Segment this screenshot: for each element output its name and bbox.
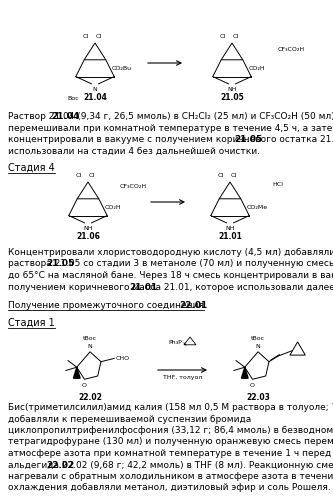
- Text: 21.01: 21.01: [129, 282, 158, 291]
- Text: 21.05: 21.05: [234, 135, 263, 144]
- Text: Стадия 1: Стадия 1: [8, 318, 55, 328]
- Text: Cl: Cl: [89, 173, 95, 178]
- Polygon shape: [241, 367, 248, 378]
- Text: охлаждения добавляли метанол, диэтиловый эфир и соль Рошеля.: охлаждения добавляли метанол, диэтиловый…: [8, 484, 331, 493]
- Text: раствора 21.05 со стадии 3 в метаноле (70 мл) и полученную смесь нагревали: раствора 21.05 со стадии 3 в метаноле (7…: [8, 259, 333, 268]
- Text: циклопропилтрифенилфосфония (33,12 г; 86,4 ммоль) в безводном: циклопропилтрифенилфосфония (33,12 г; 86…: [8, 426, 333, 435]
- Text: нагревали с обратным холодильником в атмосфере азота в течение 2 ч. После: нагревали с обратным холодильником в атм…: [8, 472, 333, 481]
- Text: Cl: Cl: [219, 34, 225, 39]
- Text: CO₂Bu: CO₂Bu: [112, 66, 132, 71]
- Text: CHO: CHO: [115, 356, 130, 361]
- Text: 21.04: 21.04: [83, 93, 107, 102]
- Text: tBoc: tBoc: [83, 336, 97, 341]
- Text: N: N: [93, 87, 97, 92]
- Text: 22.02: 22.02: [78, 393, 102, 402]
- Text: до 65°C на масляной бане. Через 18 ч смесь концентрировали в вакууме с: до 65°C на масляной бане. Через 18 ч сме…: [8, 271, 333, 280]
- Text: THF, толуол: THF, толуол: [163, 375, 202, 380]
- Text: атмосфере азота при комнатной температуре в течение 1 ч перед добавлением: атмосфере азота при комнатной температур…: [8, 449, 333, 458]
- Text: Концентрировали хлористоводородную кислоту (4,5 мл) добавляли к остатку: Концентрировали хлористоводородную кисло…: [8, 248, 333, 257]
- Text: 21.01: 21.01: [218, 232, 242, 241]
- Text: 21.04: 21.04: [51, 112, 80, 121]
- Text: 22.03: 22.03: [246, 393, 270, 402]
- Text: Cl: Cl: [232, 34, 239, 39]
- Text: Получение промежуточного соединения: Получение промежуточного соединения: [8, 301, 207, 310]
- Polygon shape: [74, 367, 80, 378]
- Text: NH: NH: [227, 87, 237, 92]
- Text: NH: NH: [83, 227, 93, 232]
- Text: NH: NH: [225, 227, 235, 232]
- Text: добавляли к перемешиваемой суспензии бромида: добавляли к перемешиваемой суспензии бро…: [8, 415, 251, 424]
- Text: CF₃CO₂H: CF₃CO₂H: [120, 184, 147, 189]
- Text: HCl: HCl: [272, 182, 283, 187]
- Text: Cl: Cl: [75, 173, 81, 178]
- Text: Cl: Cl: [96, 34, 102, 39]
- Text: N: N: [256, 343, 260, 348]
- Text: CO₂H: CO₂H: [249, 66, 265, 71]
- Text: Cl: Cl: [82, 34, 88, 39]
- Text: перемешивали при комнатной температуре в течение 4,5 ч, а затем его: перемешивали при комнатной температуре в…: [8, 123, 333, 133]
- Text: Раствор 21.04 (9,34 г, 26,5 ммоль) в CH₂Cl₂ (25 мл) и CF₃CO₂H (50 мл): Раствор 21.04 (9,34 г, 26,5 ммоль) в CH₂…: [8, 112, 333, 121]
- Text: тетрагидрофуране (130 мл) и полученную оранжевую смесь перемешивали в: тетрагидрофуране (130 мл) и полученную о…: [8, 438, 333, 447]
- Text: O: O: [82, 383, 87, 388]
- Text: Cl: Cl: [230, 173, 237, 178]
- Text: Boc: Boc: [68, 96, 79, 101]
- Text: альдегида 22.02 (9,68 г; 42,2 ммоль) в THF (8 мл). Реакционную смесь затем: альдегида 22.02 (9,68 г; 42,2 ммоль) в T…: [8, 461, 333, 470]
- Text: O: O: [250, 383, 255, 388]
- Text: 21.06: 21.06: [76, 232, 100, 241]
- Text: Cl: Cl: [217, 173, 223, 178]
- Text: Бис(триметилсилил)амид калия (158 мл 0,5 М раствора в толуоле; 79 ммоль): Бис(триметилсилил)амид калия (158 мл 0,5…: [8, 403, 333, 412]
- Text: CF₃CO₂H: CF₃CO₂H: [278, 46, 305, 51]
- Text: 22.01: 22.01: [179, 301, 207, 310]
- Text: концентрировали в вакууме с получением коричневого остатка 21.05, который: концентрировали в вакууме с получением к…: [8, 135, 333, 144]
- Text: 21.05: 21.05: [46, 259, 75, 268]
- Text: N: N: [88, 343, 92, 348]
- Text: 21.05: 21.05: [220, 93, 244, 102]
- Text: tBoc: tBoc: [251, 336, 265, 341]
- Text: использовали на стадии 4 без дальнейшей очистки.: использовали на стадии 4 без дальнейшей …: [8, 147, 260, 156]
- Text: Стадия 4: Стадия 4: [8, 163, 55, 173]
- Text: 22.02: 22.02: [46, 461, 75, 470]
- Text: CO₂Me: CO₂Me: [247, 205, 268, 210]
- Text: получением коричневого масла 21.01, которое использовали далее без очистки.: получением коричневого масла 21.01, кото…: [8, 282, 333, 291]
- Text: CO₂H: CO₂H: [105, 205, 122, 210]
- Text: Ph₃P: Ph₃P: [168, 340, 182, 345]
